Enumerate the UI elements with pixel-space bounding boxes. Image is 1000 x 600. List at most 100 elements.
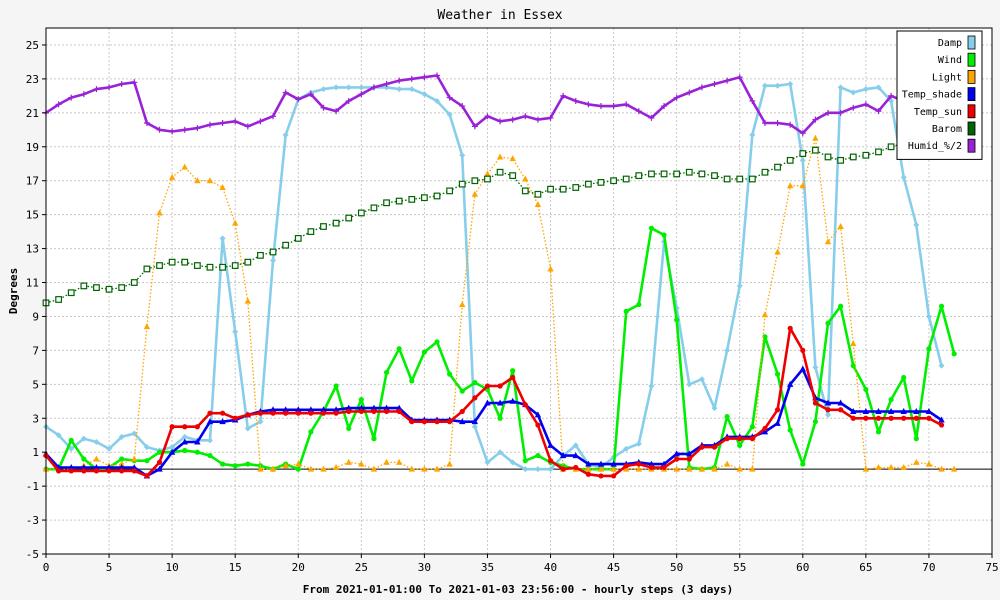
data-point bbox=[913, 221, 920, 228]
data-point bbox=[786, 156, 794, 164]
data-point bbox=[787, 80, 794, 87]
data-point bbox=[509, 459, 516, 466]
data-point bbox=[308, 410, 314, 416]
data-point bbox=[761, 428, 769, 435]
data-point bbox=[308, 429, 314, 435]
legend-swatch bbox=[967, 70, 976, 84]
data-point bbox=[434, 339, 440, 345]
legend-label: Wind bbox=[938, 55, 962, 66]
data-point bbox=[749, 465, 756, 472]
data-point bbox=[723, 175, 731, 183]
data-point bbox=[560, 92, 567, 99]
series-humid-2 bbox=[43, 72, 945, 137]
data-point bbox=[749, 424, 755, 430]
data-point bbox=[396, 408, 402, 415]
data-point bbox=[168, 258, 176, 266]
data-point bbox=[559, 185, 567, 193]
data-point bbox=[207, 452, 213, 459]
data-point bbox=[193, 262, 201, 269]
data-point bbox=[358, 404, 365, 411]
data-point bbox=[913, 407, 920, 414]
data-point bbox=[295, 406, 302, 413]
data-point bbox=[711, 80, 718, 87]
data-point bbox=[534, 190, 542, 198]
data-point bbox=[421, 419, 427, 425]
data-point bbox=[774, 120, 781, 127]
data-point bbox=[787, 121, 794, 128]
data-point bbox=[875, 108, 882, 115]
data-point bbox=[118, 433, 125, 440]
data-point bbox=[257, 418, 264, 425]
data-point bbox=[913, 415, 919, 421]
data-point bbox=[585, 460, 592, 467]
data-point bbox=[510, 368, 516, 374]
data-point bbox=[623, 101, 630, 108]
data-point bbox=[749, 131, 756, 138]
data-point bbox=[572, 184, 580, 191]
data-point bbox=[749, 97, 756, 104]
data-point bbox=[408, 195, 416, 203]
data-point bbox=[938, 362, 945, 369]
data-point bbox=[623, 308, 629, 314]
data-point bbox=[497, 118, 504, 125]
data-point bbox=[421, 465, 428, 472]
data-point bbox=[80, 463, 88, 470]
data-point bbox=[345, 458, 352, 465]
data-point bbox=[686, 456, 692, 462]
data-point bbox=[105, 285, 113, 293]
data-point bbox=[219, 410, 226, 416]
x-axis-ticks: 0 5 10 15 20 25 30 35 40 45 50 55 60 65 70 75 bbox=[43, 554, 999, 574]
data-point bbox=[144, 458, 150, 464]
data-point bbox=[938, 416, 945, 423]
data-point bbox=[585, 471, 591, 477]
data-point bbox=[181, 433, 188, 440]
data-point bbox=[68, 437, 74, 443]
data-point bbox=[711, 405, 718, 412]
data-point bbox=[799, 157, 806, 164]
data-point bbox=[244, 123, 251, 130]
data-point bbox=[118, 284, 126, 292]
data-point bbox=[383, 458, 390, 465]
data-point bbox=[661, 464, 667, 471]
data-point bbox=[93, 439, 100, 446]
data-point bbox=[421, 349, 427, 355]
legend-swatch bbox=[967, 35, 976, 50]
data-point bbox=[68, 463, 75, 470]
legend-swatch bbox=[967, 138, 976, 153]
data-point bbox=[597, 465, 605, 472]
data-point bbox=[459, 301, 466, 308]
data-point bbox=[522, 466, 529, 473]
data-point bbox=[673, 450, 680, 457]
data-point bbox=[825, 411, 832, 418]
data-point bbox=[711, 444, 718, 450]
data-point bbox=[534, 411, 542, 418]
data-point bbox=[824, 238, 832, 245]
data-point bbox=[887, 143, 895, 151]
data-point bbox=[799, 130, 806, 137]
data-point bbox=[521, 187, 529, 195]
x-tick-label: 45 bbox=[607, 561, 620, 574]
data-point bbox=[723, 460, 731, 467]
x-tick-label: 75 bbox=[985, 561, 998, 574]
y-tick-label: 13 bbox=[26, 243, 39, 256]
data-point bbox=[901, 374, 907, 381]
data-point bbox=[206, 121, 213, 128]
data-point bbox=[660, 170, 668, 178]
data-point bbox=[610, 103, 617, 110]
data-point bbox=[774, 407, 781, 413]
data-point bbox=[799, 182, 806, 189]
data-point bbox=[307, 465, 315, 472]
data-point bbox=[786, 182, 794, 189]
data-point bbox=[824, 153, 832, 161]
x-tick-label: 20 bbox=[292, 561, 305, 574]
data-point bbox=[56, 468, 62, 474]
data-point bbox=[685, 168, 693, 176]
data-point bbox=[333, 84, 340, 91]
data-point bbox=[496, 168, 504, 176]
data-point bbox=[800, 461, 806, 467]
data-point bbox=[446, 94, 453, 101]
data-point bbox=[307, 91, 314, 98]
data-point bbox=[283, 410, 289, 416]
data-point bbox=[156, 126, 163, 133]
